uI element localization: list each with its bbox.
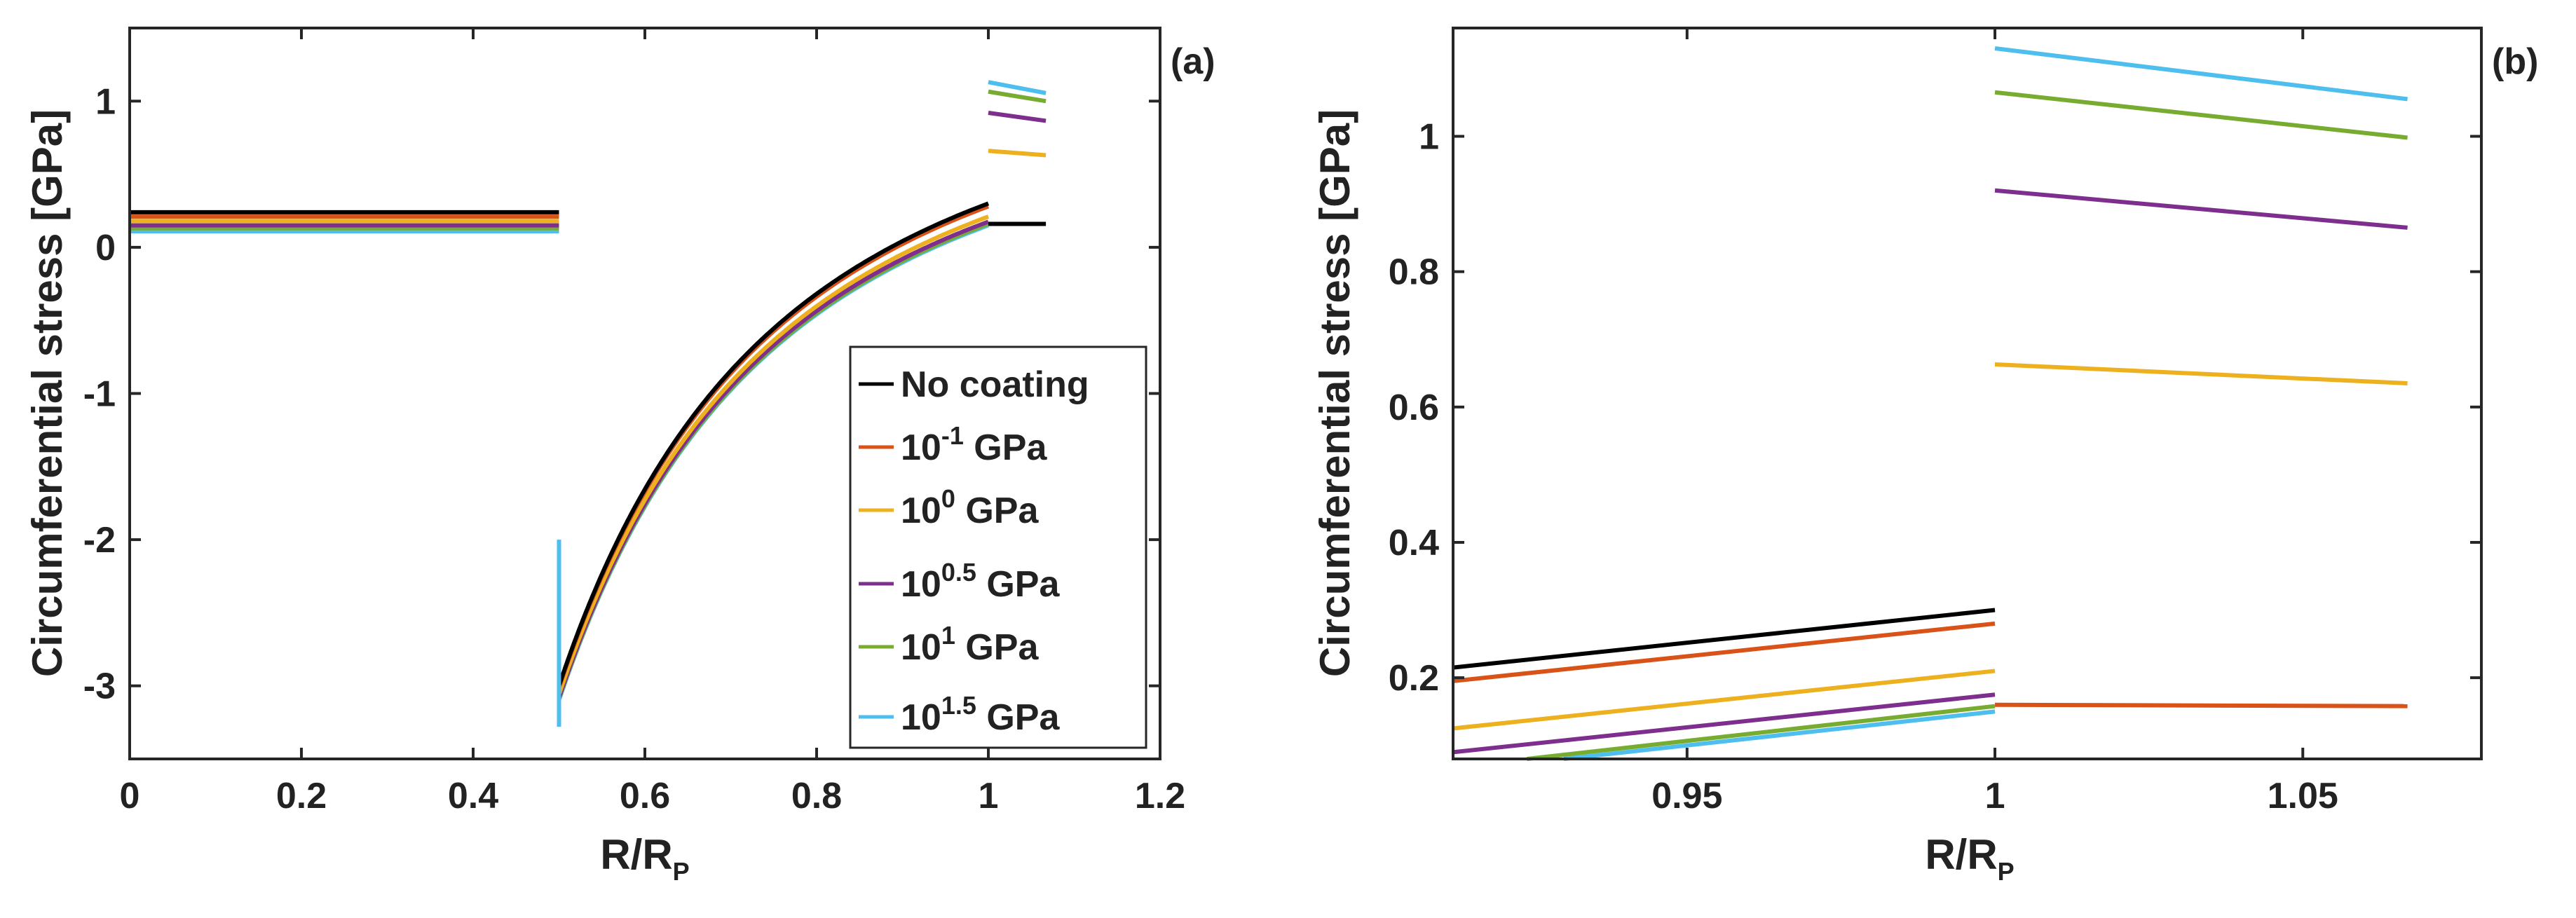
panel-b-ticks: 0.95 1 1.05 0.2 0.4 0.6 0.8 1 — [1389, 28, 2481, 816]
panel-b-ytick-label: 0.8 — [1389, 252, 1439, 293]
panel-b-xtick-label: 1.05 — [2268, 776, 2338, 816]
b-line-coating-1e-1 — [1995, 702, 2408, 708]
panel-b: 0.95 1 1.05 0.2 0.4 0.6 0.8 1 (b) Circumferenti… — [1311, 27, 2538, 886]
b-line-annulus-no-coating — [1452, 608, 1996, 670]
legend-label-1e-1: 10-1 GPa — [901, 421, 1047, 468]
panel-a-plot-lines — [130, 80, 1047, 727]
panel-a-ytick-label: 1 — [95, 81, 116, 122]
b-line-annulus-1e0.5 — [1452, 692, 1996, 755]
panel-a-xlabel: R/RP — [600, 831, 689, 886]
legend-entry-1e1: 101 GPa — [859, 621, 1039, 668]
legend-box — [849, 345, 1147, 749]
panel-b-axes-box — [1452, 27, 2483, 760]
b-line-annulus-1e-1 — [1452, 621, 1996, 683]
a-line-annulus-1e0 — [557, 214, 990, 694]
panel-b-ylabel: Circumferential stress [GPa] — [1311, 109, 1358, 677]
panel-a-xtick-label: 0.4 — [448, 776, 498, 816]
b-line-coating-1e0.5 — [1994, 188, 2408, 230]
panel-b-plot-lines — [1452, 46, 2408, 761]
b-line-annulus-1e1.5 — [1563, 709, 1996, 761]
legend-entry-no-coating: No coating — [859, 364, 1089, 405]
a-line-coating-1e0.5 — [988, 111, 1047, 123]
panel-a-ylabel: Circumferential stress [GPa] — [24, 109, 71, 677]
b-line-coating-1e1.5 — [1994, 46, 2408, 102]
legend-entry-1e-1: 10-1 GPa — [859, 421, 1047, 468]
panel-a-xtick-label: 0 — [120, 776, 140, 816]
b-line-annulus-1e0 — [1452, 669, 1996, 731]
b-line-coating-1e1 — [1994, 90, 2408, 140]
a-line-coating-1e0 — [988, 149, 1047, 158]
panel-a-ytick-label: -2 — [83, 520, 116, 561]
legend-label-1e1.5: 101.5 GPa — [901, 691, 1060, 738]
panel-b-xlabel: R/RP — [1925, 831, 2014, 886]
b-line-coating-1e0 — [1994, 362, 2408, 386]
legend-label-1e0.5: 100.5 GPa — [901, 558, 1060, 605]
legend-entry-1e1.5: 101.5 GPa — [859, 691, 1060, 738]
panel-b-ytick-label: 0.6 — [1389, 388, 1439, 428]
b-line-annulus-1e1 — [1527, 704, 1996, 761]
panel-a-ytick-label: 0 — [95, 228, 116, 268]
a-line-coating-1e1 — [988, 89, 1047, 104]
legend-label-1e1: 101 GPa — [901, 621, 1039, 668]
panel-a: 0 0.2 0.4 0.6 0.8 1 1.2 -3 -2 -1 0 1 (a) Circumfere… — [24, 27, 1215, 886]
panel-a-label: (a) — [1171, 41, 1215, 82]
a-line-coating-1e1.5 — [988, 80, 1047, 95]
legend-label-no-coating: No coating — [901, 364, 1089, 405]
panel-a-xtick-label: 0.2 — [276, 776, 327, 816]
panel-b-ytick-label: 0.4 — [1389, 523, 1439, 563]
panel-a-ytick-label: -3 — [83, 666, 116, 707]
panel-b-xtick-label: 1 — [1985, 776, 2005, 816]
a-line-annulus-no-coating — [557, 201, 990, 685]
panel-a-ytick-label: -1 — [83, 374, 116, 415]
panel-b-label: (b) — [2492, 41, 2538, 82]
legend-label-1e0: 100 GPa — [901, 484, 1039, 531]
legend-entry-1e0: 100 GPa — [859, 484, 1039, 531]
panel-a-xtick-label: 0.8 — [791, 776, 842, 816]
panel-a-ticks: 0 0.2 0.4 0.6 0.8 1 1.2 -3 -2 -1 0 1 — [83, 28, 1185, 816]
legend-entry-1e0.5: 100.5 GPa — [859, 558, 1060, 605]
panel-a-xtick-label: 1.2 — [1135, 776, 1185, 816]
panel-b-ytick-label: 1 — [1419, 117, 1439, 158]
panel-b-xtick-label: 0.95 — [1651, 776, 1722, 816]
panel-a-xtick-label: 0.6 — [620, 776, 670, 816]
legend: No coating 10-1 GPa 100 GPa 100.5 GPa 10… — [849, 345, 1147, 749]
panel-b-ytick-label: 0.2 — [1389, 658, 1439, 699]
panel-a-xtick-label: 1 — [979, 776, 999, 816]
